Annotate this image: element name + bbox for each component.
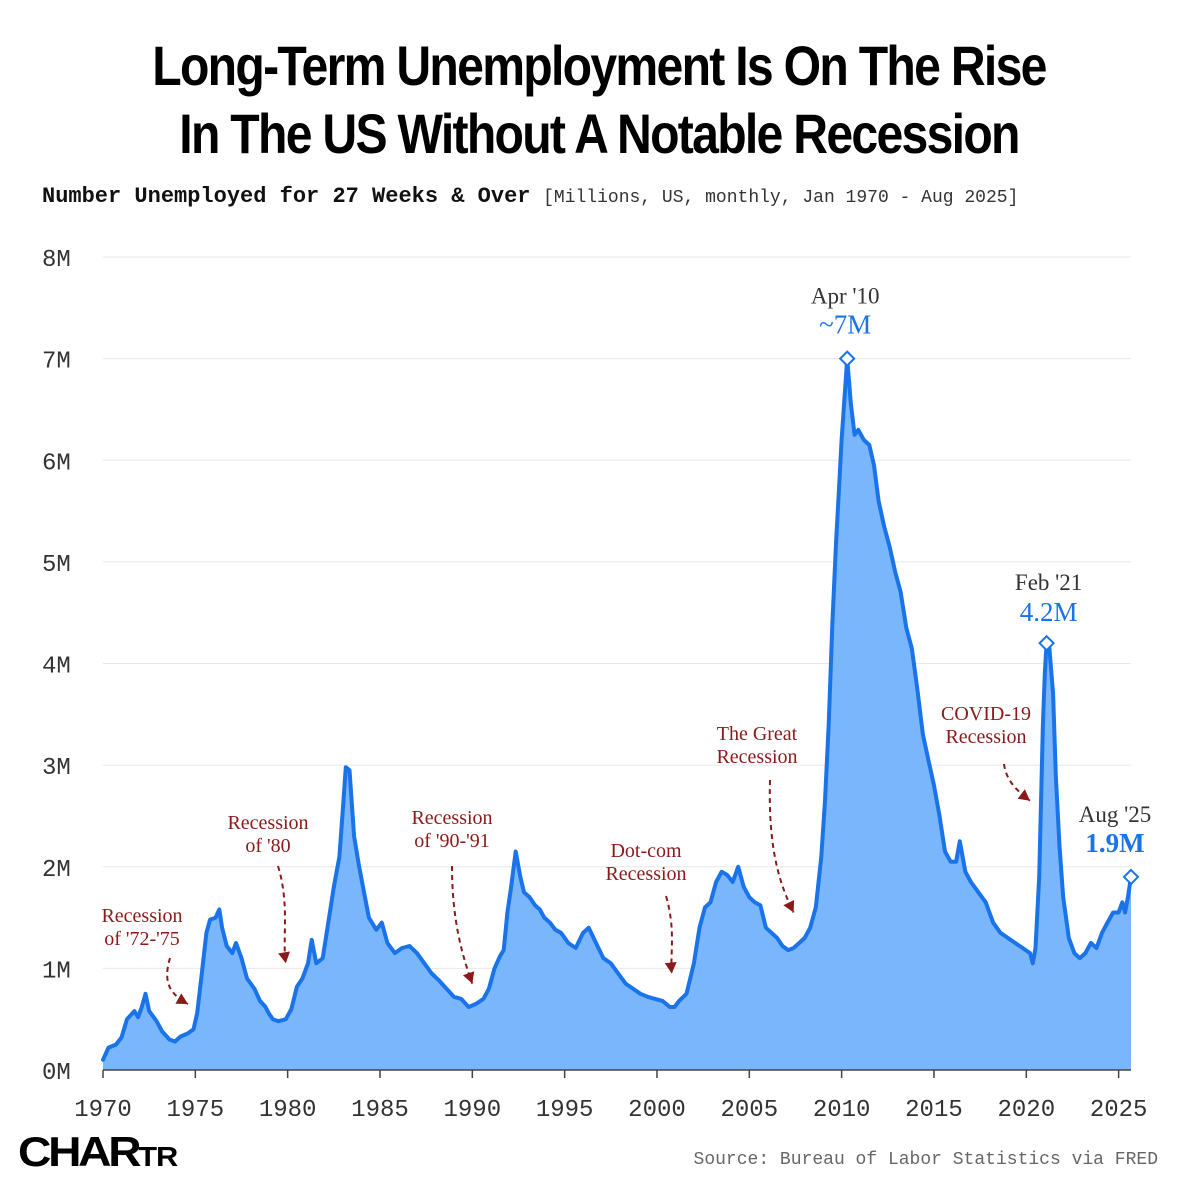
recession-label: COVID-19 bbox=[941, 703, 1031, 725]
x-tick-label: 2015 bbox=[905, 1097, 963, 1124]
logo-small: TR bbox=[138, 1141, 178, 1172]
subtitle-meta: [Millions, US, monthly, Jan 1970 - Aug 2… bbox=[543, 188, 1019, 208]
peak-marker bbox=[838, 350, 856, 368]
recession-label: Recession bbox=[945, 726, 1026, 748]
peak-marker bbox=[1122, 868, 1140, 886]
recession-label: Recession bbox=[101, 905, 182, 927]
recession-label: of '90-'91 bbox=[414, 830, 490, 852]
x-tick-label: 1975 bbox=[167, 1097, 225, 1124]
x-tick-label: 2010 bbox=[813, 1097, 871, 1124]
peak-date-label: Feb '21 bbox=[1015, 570, 1082, 595]
recession-arrowhead bbox=[664, 961, 677, 974]
recession-arrowhead bbox=[783, 899, 795, 913]
recession-arrowhead bbox=[1017, 789, 1030, 801]
y-tick-label: 3M bbox=[42, 755, 71, 782]
recession-arrow bbox=[665, 895, 673, 974]
recession-arrow bbox=[768, 779, 795, 913]
y-tick-label: 8M bbox=[42, 247, 71, 274]
recession-arrowhead bbox=[175, 993, 188, 1004]
recession-arrow bbox=[1003, 763, 1031, 802]
source-note: Source: Bureau of Labor Statistics via F… bbox=[693, 1150, 1158, 1170]
logo-main: CHAR bbox=[18, 1128, 142, 1175]
x-tick-label: 1990 bbox=[444, 1097, 502, 1124]
recession-label: Recession bbox=[227, 812, 308, 834]
y-tick-label: 1M bbox=[42, 958, 71, 985]
annotation-layer: Apr '10~7M Feb '214.2M Aug '251.9M Recessio… bbox=[101, 284, 1152, 1005]
title-line-1: Long-Term Unemployment Is On The Rise bbox=[152, 34, 1047, 97]
recession-arrow bbox=[277, 865, 287, 964]
title-line-2: In The US Without A Notable Recession bbox=[179, 102, 1020, 165]
chart-title: Long-Term Unemployment Is On The Rise In… bbox=[84, 32, 1114, 168]
x-tick-label: 2005 bbox=[721, 1097, 779, 1124]
recession-arrow bbox=[166, 957, 189, 1005]
peak-date-label: Aug '25 bbox=[1079, 802, 1152, 827]
y-tick-label: 6M bbox=[42, 450, 71, 477]
peak-value-label: 4.2M bbox=[1020, 597, 1078, 627]
axis-layer: 0M 1M 2M 3M 4M 5M 6M 7M 8M 1970 1975 1980 1985 1990 19… bbox=[42, 247, 1147, 1124]
y-tick-label: 2M bbox=[42, 857, 71, 884]
recession-label: Recession bbox=[605, 863, 686, 885]
series-area bbox=[103, 358, 1131, 1071]
x-tick-label: 2000 bbox=[628, 1097, 686, 1124]
recession-label: Dot-com bbox=[610, 840, 682, 862]
peak-value-label: ~7M bbox=[819, 310, 871, 340]
x-tick-label: 1995 bbox=[536, 1097, 594, 1124]
peak-value-label: 1.9M bbox=[1085, 828, 1144, 858]
recession-label: of '80 bbox=[245, 835, 290, 857]
chart-subtitle: Number Unemployed for 27 Weeks & Over [M… bbox=[42, 184, 1172, 209]
x-tick-label: 1985 bbox=[351, 1097, 409, 1124]
chartr-logo: CHARTR bbox=[18, 1128, 178, 1176]
recession-arrowhead bbox=[278, 951, 290, 964]
peak-date-label: Apr '10 bbox=[811, 284, 880, 309]
recession-label: The Great bbox=[717, 723, 798, 745]
peak-marker bbox=[1038, 634, 1056, 652]
x-tick-label: 1970 bbox=[74, 1097, 132, 1124]
subtitle-lead: Number Unemployed for 27 Weeks & Over bbox=[42, 184, 531, 209]
x-tick-label: 2020 bbox=[997, 1097, 1055, 1124]
recession-arrow bbox=[451, 865, 474, 984]
recession-arrowhead bbox=[462, 971, 475, 984]
recession-label: of '72-'75 bbox=[104, 928, 180, 950]
y-tick-label: 4M bbox=[42, 654, 71, 681]
recession-label: Recession bbox=[716, 746, 797, 768]
x-tick-label: 2025 bbox=[1090, 1097, 1148, 1124]
area-layer bbox=[101, 356, 1133, 1071]
x-tick-label: 1980 bbox=[259, 1097, 317, 1124]
series-line bbox=[101, 356, 1133, 1062]
y-tick-label: 5M bbox=[42, 552, 71, 579]
y-tick-label: 0M bbox=[42, 1060, 71, 1087]
recession-label: Recession bbox=[411, 807, 492, 829]
y-tick-label: 7M bbox=[42, 349, 71, 376]
